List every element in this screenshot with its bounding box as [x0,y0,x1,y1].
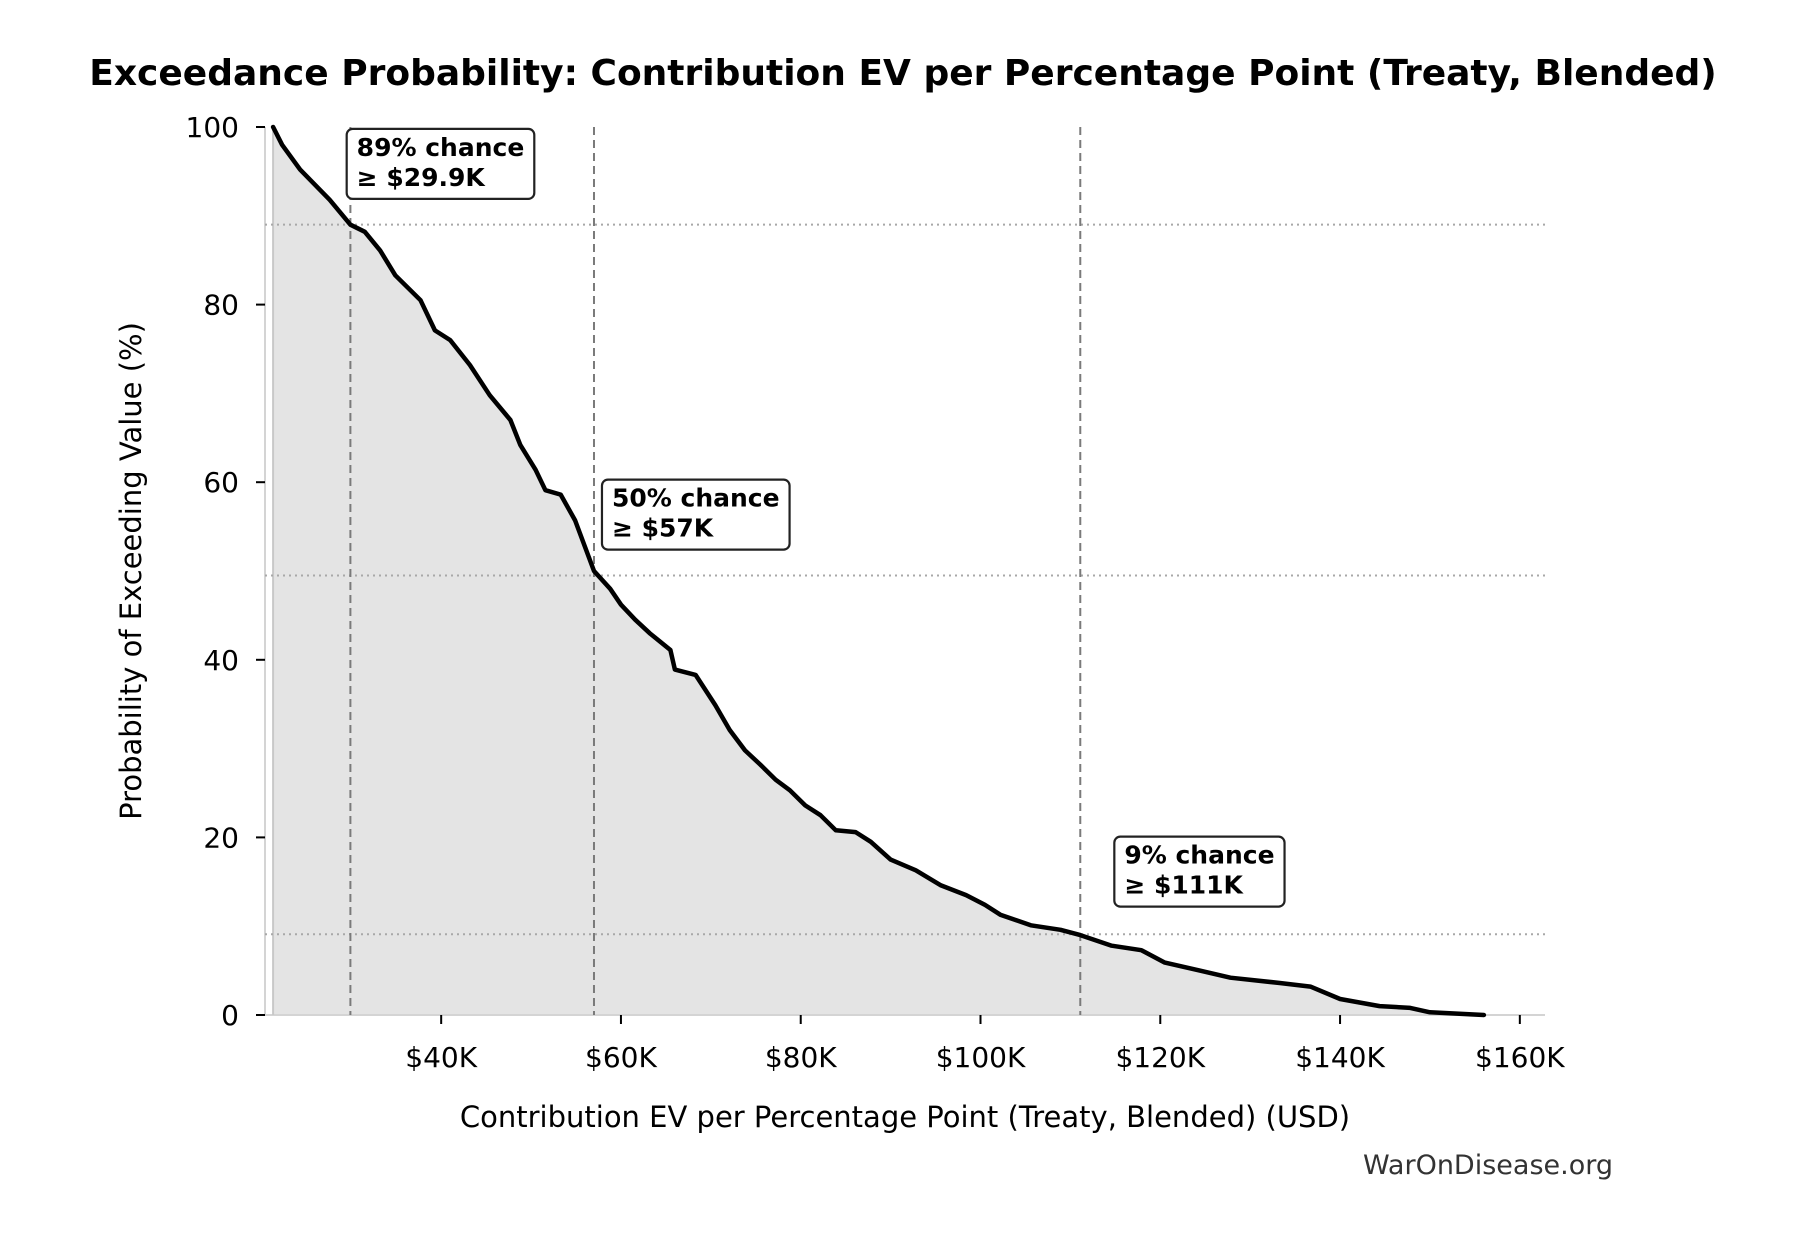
chart-title: Exceedance Probability: Contribution EV … [89,53,1717,94]
annotation-box: 50% chance≥ $57K [600,478,791,551]
x-axis-ticks: $40K $60K $80K $100K $120K $140K $160K [405,1015,1565,1074]
annotation-box: 89% chance≥ $29.9K [345,127,536,200]
x-axis-label: Contribution EV per Percentage Point (Tr… [460,1100,1350,1134]
x-tick-label: $120K [1115,1041,1205,1074]
annotation-line2: ≥ $111K [1124,871,1244,900]
y-axis-label: Probability of Exceeding Value (%) [114,322,148,820]
y-tick-label: 0 [221,999,239,1032]
annotation-frame [345,127,536,200]
y-tick-label: 100 [186,111,239,144]
exceedance-area-fill [273,127,1484,1015]
annotation-line2: ≥ $29.9K [357,163,487,192]
plot-area: $40K $60K $80K $100K $120K $140K $160K 0 20 40 60… [186,111,1566,1074]
x-tick-label: $160K [1475,1041,1565,1074]
x-tick-label: $60K [585,1041,657,1074]
x-tick-label: $80K [765,1041,837,1074]
y-tick-label: 60 [203,466,239,499]
annotation-frame [600,478,791,551]
annotation-frame [1113,835,1286,908]
watermark: WarOnDisease.org [1363,1150,1613,1181]
annotations: 89% chance≥ $29.9K 50% chance≥ $57K 9% cha… [345,127,1286,908]
y-axis-ticks: 0 20 40 60 80 100 [186,111,265,1032]
annotation-line2: ≥ $57K [612,514,715,543]
x-tick-label: $100K [936,1041,1026,1074]
annotation-box: 9% chance≥ $111K [1113,835,1286,908]
annotation-line1: 89% chance [357,133,525,162]
annotation-line1: 50% chance [612,484,780,513]
annotation-line1: 9% chance [1124,841,1274,870]
exceedance-curve [270,124,1487,1018]
x-tick-label: $40K [405,1041,477,1074]
x-tick-label: $140K [1295,1041,1385,1074]
y-tick-label: 80 [203,289,239,322]
y-tick-label: 40 [203,644,239,677]
y-tick-label: 20 [203,821,239,854]
